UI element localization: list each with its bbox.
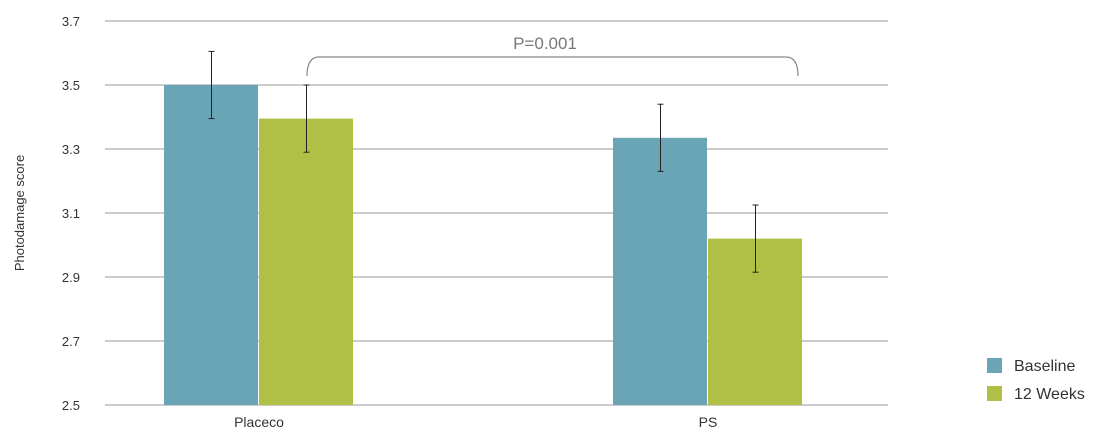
error-bar — [303, 84, 310, 153]
y-axis-label: Photodamage score — [12, 155, 27, 271]
bars — [164, 85, 802, 406]
legend: Baseline 12 Weeks — [987, 358, 1085, 403]
y-tick-label: 2.9 — [62, 270, 80, 285]
y-tick-label: 2.7 — [62, 334, 80, 349]
bracket-line — [306, 56, 799, 77]
error-bar — [208, 50, 215, 120]
legend-swatch — [987, 386, 1002, 401]
y-tick-label: 2.5 — [62, 398, 80, 413]
significance-bracket: P=0.001 — [306, 34, 799, 77]
y-axis-ticks: 3.7 3.5 3.3 3.1 2.9 2.7 2.5 — [62, 14, 80, 413]
y-tick-label: 3.1 — [62, 206, 80, 221]
x-tick-label: Placeco — [234, 414, 284, 430]
significance-label: P=0.001 — [513, 34, 577, 53]
y-tick-label: 3.5 — [62, 78, 80, 93]
y-tick-label: 3.3 — [62, 142, 80, 157]
x-tick-label: PS — [699, 414, 718, 430]
legend-label: Baseline — [1014, 358, 1075, 375]
error-bar — [752, 204, 759, 273]
error-bar — [657, 103, 664, 172]
bar-12-weeks-placeco — [259, 118, 353, 405]
legend-item: 12 Weeks — [987, 386, 1085, 403]
error-bars — [208, 50, 759, 273]
legend-swatch — [987, 358, 1002, 373]
x-axis-labels: Placeco PS — [234, 414, 717, 430]
legend-item: Baseline — [987, 358, 1075, 375]
legend-label: 12 Weeks — [1014, 386, 1085, 403]
bar-baseline-ps — [613, 137, 707, 406]
y-tick-label: 3.7 — [62, 14, 80, 29]
bar-baseline-placeco — [164, 85, 258, 405]
